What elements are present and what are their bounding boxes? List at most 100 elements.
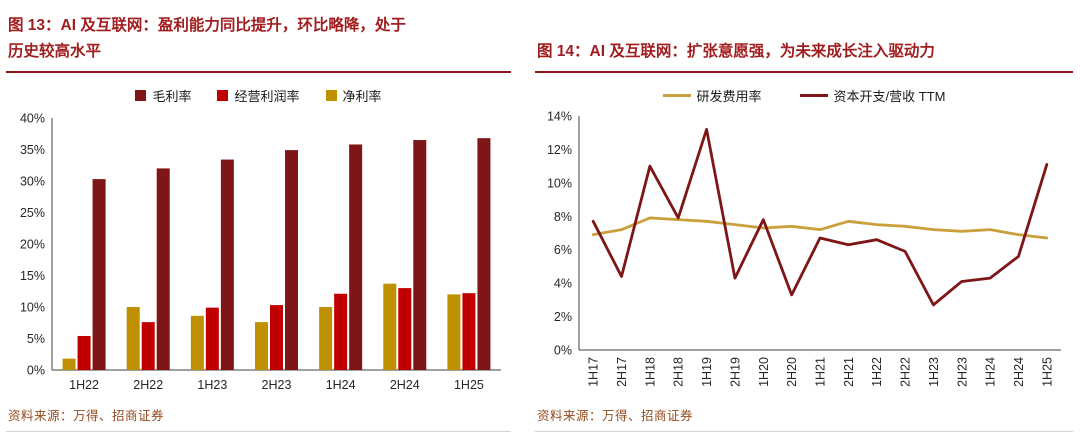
bar xyxy=(126,307,140,370)
svg-text:2H20: 2H20 xyxy=(785,357,799,387)
svg-text:6%: 6% xyxy=(554,243,572,257)
svg-text:4%: 4% xyxy=(554,277,572,291)
bar-series-净利率 xyxy=(62,283,461,370)
bar xyxy=(190,315,204,370)
figure-14-title-rule xyxy=(535,71,1073,73)
bar xyxy=(156,168,170,370)
svg-text:1H25: 1H25 xyxy=(454,378,484,392)
svg-text:1H21: 1H21 xyxy=(814,357,828,387)
bar xyxy=(141,322,155,370)
bar xyxy=(462,293,476,370)
y-axis: 0% 2% 4% 6% 8% 10% 12% 14% xyxy=(547,110,1061,358)
svg-text:10%: 10% xyxy=(20,301,45,315)
bar xyxy=(220,159,234,370)
line-series-资本开支/营收 TTM xyxy=(591,127,1049,307)
bar xyxy=(349,144,363,370)
legend-label: 净利率 xyxy=(342,88,382,104)
figure-14-panel: 图 14：AI 及互联网：扩张意愿强，为未来成长注入驱动力 研发费用率 资本开支/… xyxy=(535,10,1073,433)
figure-13-source: 资料来源：万得、招商证券 xyxy=(8,409,165,423)
svg-text:35%: 35% xyxy=(20,143,45,157)
svg-text:2H17: 2H17 xyxy=(615,357,629,387)
bar xyxy=(255,322,268,370)
svg-text:1H18: 1H18 xyxy=(643,357,657,387)
bar xyxy=(447,294,461,370)
svg-text:2H22: 2H22 xyxy=(899,357,913,387)
legend-item-资本开支/营收 TTM: 资本开支/营收 TTM xyxy=(799,86,946,105)
line-swatch-研发费用率 xyxy=(662,93,691,97)
svg-text:1H17: 1H17 xyxy=(587,357,601,387)
bar xyxy=(205,307,219,370)
bar xyxy=(285,150,298,370)
svg-text:2H24: 2H24 xyxy=(1012,357,1026,387)
square-swatch-净利率 xyxy=(325,89,337,101)
svg-text:8%: 8% xyxy=(554,210,572,224)
bar xyxy=(319,307,333,370)
square-swatch-毛利率 xyxy=(135,89,147,101)
line-series-研发费用率 xyxy=(591,216,1049,240)
bar xyxy=(413,140,427,370)
bar xyxy=(334,293,348,370)
figure-14-title-block: 图 14：AI 及互联网：扩张意愿强，为未来成长注入驱动力 xyxy=(535,10,1073,66)
bar xyxy=(62,358,76,370)
bar xyxy=(270,305,283,370)
figure-13-panel: 图 13：AI 及互联网：盈利能力同比提升，环比略降，处于历史较高水平 毛利率 经… xyxy=(6,10,511,433)
svg-text:40%: 40% xyxy=(20,112,45,126)
svg-text:12%: 12% xyxy=(547,143,572,157)
svg-text:2H18: 2H18 xyxy=(672,357,686,387)
x-axis-labels: 1H22 2H22 1H23 2H23 1H24 2H24 1H25 xyxy=(69,378,484,392)
svg-text:5%: 5% xyxy=(27,332,45,346)
legend-item-净利率: 净利率 xyxy=(325,86,382,105)
svg-text:2%: 2% xyxy=(554,310,572,324)
svg-text:2H21: 2H21 xyxy=(842,357,856,387)
svg-text:20%: 20% xyxy=(20,238,45,252)
svg-text:15%: 15% xyxy=(20,269,45,283)
legend-item-经营利润率: 经营利润率 xyxy=(217,86,300,105)
svg-text:14%: 14% xyxy=(547,110,572,124)
legend-label: 资本开支/营收 TTM xyxy=(833,88,946,104)
legend-label: 经营利润率 xyxy=(234,88,300,104)
svg-text:2H19: 2H19 xyxy=(728,357,742,387)
svg-text:1H23: 1H23 xyxy=(197,378,227,392)
legend-item-研发费用率: 研发费用率 xyxy=(662,86,762,105)
figure-14-title: 图 14：AI 及互联网：扩张意愿强，为未来成长注入驱动力 xyxy=(537,43,935,61)
bar-series-毛利率 xyxy=(92,138,491,370)
svg-text:2H23: 2H23 xyxy=(262,378,292,392)
bar xyxy=(77,335,91,370)
figure-14-source: 资料来源：万得、招商证券 xyxy=(537,409,694,423)
bar xyxy=(92,179,106,370)
svg-text:1H22: 1H22 xyxy=(69,378,99,392)
svg-text:1H25: 1H25 xyxy=(1040,357,1054,387)
svg-text:1H22: 1H22 xyxy=(870,357,884,387)
svg-text:1H24: 1H24 xyxy=(326,378,356,392)
svg-text:1H24: 1H24 xyxy=(984,357,998,387)
svg-text:0%: 0% xyxy=(27,364,45,378)
figure-13-bar-chart: 0% 5% 10% 15% 20% 25% 30% 35% 40% 1H22 2H22 1H23 2H2… xyxy=(20,112,501,392)
svg-text:2H24: 2H24 xyxy=(390,378,420,392)
figure-13-title: 图 13：AI 及互联网：盈利能力同比提升，环比略降，处于历史较高水平 xyxy=(8,16,406,61)
bar xyxy=(398,288,412,370)
svg-text:1H19: 1H19 xyxy=(700,357,714,387)
svg-text:1H23: 1H23 xyxy=(927,357,941,387)
svg-text:2H23: 2H23 xyxy=(955,357,969,387)
legend-label: 毛利率 xyxy=(152,88,192,104)
figure-14-line-chart: 0% 2% 4% 6% 8% 10% 12% 14% 1H17 2H17 1H18 2H18 1H19 2… xyxy=(547,110,1061,387)
bar xyxy=(383,283,397,370)
bar xyxy=(477,138,491,370)
svg-text:1H20: 1H20 xyxy=(757,357,771,387)
bar-series-经营利润率 xyxy=(77,288,476,370)
figure-13-title-rule xyxy=(6,71,511,73)
figure-13-legend: 毛利率 经营利润率 净利率 xyxy=(6,86,511,104)
figure-13-title-block: 图 13：AI 及互联网：盈利能力同比提升，环比略降，处于历史较高水平 xyxy=(6,10,511,66)
legend-item-毛利率: 毛利率 xyxy=(135,86,191,105)
figure-13-bottom-rule xyxy=(6,431,511,432)
svg-text:30%: 30% xyxy=(20,175,45,189)
figure-14-bottom-rule xyxy=(535,431,1073,432)
figure-14-legend: 研发费用率 资本开支/营收 TTM xyxy=(535,86,1073,104)
line-swatch-资本开支/营收 TTM xyxy=(799,93,828,97)
x-axis-labels: 1H17 2H17 1H18 2H18 1H19 2H19 1H20 2H20 1H21 2H21… xyxy=(587,357,1055,387)
svg-text:10%: 10% xyxy=(547,176,572,190)
square-swatch-经营利润率 xyxy=(217,89,229,101)
svg-text:2H22: 2H22 xyxy=(133,378,163,392)
svg-text:25%: 25% xyxy=(20,206,45,220)
